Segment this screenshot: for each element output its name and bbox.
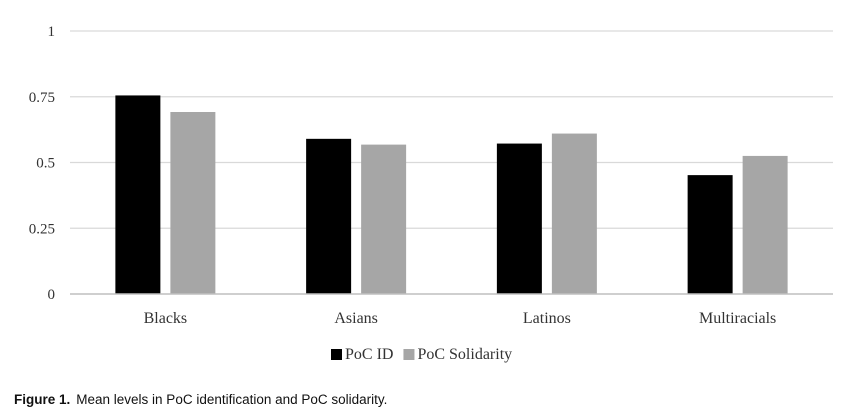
y-axis-tick-labels: 0 0.25 0.5 0.75 1 (29, 24, 55, 303)
bar-poc-solidarity-multiracials (742, 155, 788, 294)
y-tick-label: 0.25 (29, 221, 55, 237)
figure-label: Figure 1. (14, 392, 71, 407)
bar-poc-id-latinos (496, 143, 542, 294)
y-tick-label: 0 (48, 287, 56, 303)
y-tick-label: 1 (48, 24, 56, 40)
figure-caption: Figure 1. Mean levels in PoC identificati… (14, 392, 387, 407)
bars (115, 95, 788, 294)
bar-poc-solidarity-latinos (551, 133, 597, 294)
bar-poc-id-blacks (115, 95, 161, 294)
bar-chart: 0 0.25 0.5 0.75 1 Blacks Asians Latinos Multira… (29, 24, 833, 363)
bar-poc-id-asians (306, 138, 352, 294)
y-tick-label: 0.5 (36, 156, 55, 172)
legend: PoC ID PoC Solidarity (331, 346, 512, 363)
x-category-label: Multiracials (699, 310, 776, 327)
legend-swatch (331, 349, 342, 360)
bar-poc-solidarity-blacks (170, 112, 216, 294)
legend-label: PoC Solidarity (417, 346, 512, 363)
x-category-label: Blacks (144, 310, 188, 327)
bar-poc-solidarity-asians (361, 144, 407, 294)
legend-swatch (403, 349, 415, 360)
x-category-label: Asians (334, 310, 378, 327)
caption-text: Mean levels in PoC identification and Po… (76, 392, 388, 407)
y-tick-label: 0.75 (29, 90, 55, 106)
x-category-label: Latinos (523, 310, 571, 327)
bar-poc-id-multiracials (687, 175, 733, 294)
legend-label: PoC ID (345, 346, 393, 363)
x-axis-category-labels: Blacks Asians Latinos Multiracials (144, 310, 777, 327)
